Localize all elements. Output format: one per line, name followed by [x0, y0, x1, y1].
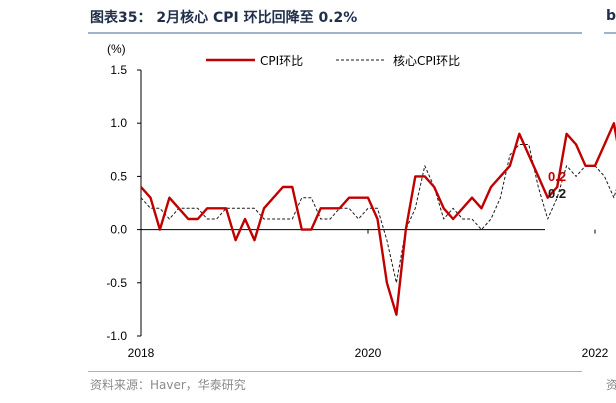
- series-line-cpi: [140, 121, 616, 316]
- y-tick-label: 1.5: [110, 63, 127, 77]
- chart-marks: [140, 121, 616, 316]
- adjacent-figure-title-fragment: b: [606, 8, 616, 24]
- legend-label-core-cpi: 核心CPI环比: [393, 54, 460, 68]
- chart-axes: 1.51.00.50.0-0.5-1.02018202020222024: [106, 63, 609, 360]
- legend: CPI环比 核心CPI环比: [206, 54, 460, 68]
- adjacent-source-fragment: 资: [606, 378, 616, 392]
- series-line-core-cpi: [140, 144, 616, 284]
- legend-label-cpi: CPI环比: [260, 54, 303, 68]
- x-tick-label: 2018: [128, 346, 155, 360]
- y-tick-label: 0.5: [110, 169, 127, 183]
- end-label-core-cpi: 0.2: [548, 186, 566, 201]
- x-tick-label: 2020: [355, 346, 382, 360]
- footer-divider: [88, 371, 582, 372]
- y-tick-label: -0.5: [106, 276, 127, 290]
- adjacent-title-divider: [604, 32, 616, 34]
- source-note: 资料来源：Haver，华泰研究: [90, 378, 246, 392]
- y-tick-label: 0.0: [110, 223, 127, 237]
- y-axis-unit-label: (%): [107, 42, 126, 56]
- y-tick-label: -1.0: [106, 329, 127, 343]
- y-tick-label: 1.0: [110, 116, 127, 130]
- figure-title: 图表35： 2月核心 CPI 环比回降至 0.2%: [90, 10, 358, 26]
- x-tick-label: 2022: [582, 346, 609, 360]
- end-label-cpi: 0.2: [548, 169, 566, 184]
- title-divider: [88, 32, 582, 34]
